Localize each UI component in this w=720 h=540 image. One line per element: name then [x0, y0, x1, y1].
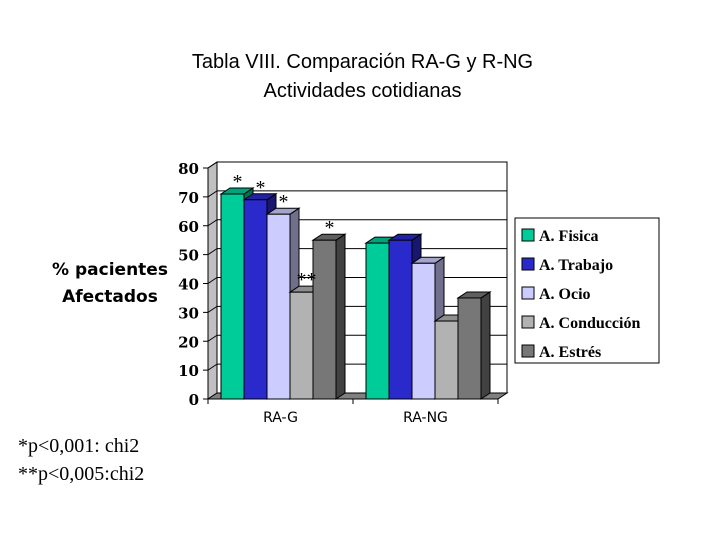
legend-label-a-trabajo: A. Trabajo: [539, 257, 613, 274]
bar-a-fisica: [221, 194, 244, 399]
bar-side-a-estr-s: [481, 292, 490, 399]
bar-a-conducci-n: [290, 292, 313, 399]
significance-marker: *: [233, 171, 243, 193]
legend-swatch-a-ocio: [522, 287, 534, 299]
bar-a-estr-s: [313, 240, 336, 399]
legend-label-a-ocio: A. Ocio: [539, 286, 591, 303]
significance-marker: *: [325, 217, 335, 239]
legend-label-a-estr-s: A. Estrés: [539, 344, 601, 361]
bar-a-conducci-n: [435, 321, 458, 399]
legend-swatch-a-fisica: [522, 229, 534, 241]
y-tick-label: 20: [178, 333, 199, 351]
footnote-significance-1: *p<0,001: chi2: [18, 435, 139, 458]
bar-a-fisica: [366, 243, 389, 399]
bar-side-a-estr-s: [336, 234, 345, 399]
y-tick-label: 10: [178, 362, 199, 380]
legend-swatch-a-trabajo: [522, 258, 534, 270]
footnote-significance-2: **p<0,005:chi2: [18, 463, 144, 486]
legend-label-a-fisica: A. Fisica: [539, 228, 599, 245]
legend-label-a-conducci-n: A. Conducción: [539, 315, 640, 332]
significance-marker: *: [279, 191, 289, 213]
y-tick-label: 0: [189, 391, 199, 409]
bar-a-estr-s: [458, 298, 481, 399]
significance-marker: *: [256, 177, 266, 199]
bar-a-trabajo: [244, 200, 267, 399]
y-tick-label: 80: [178, 160, 199, 178]
x-tick-label: RA-NG: [403, 410, 448, 426]
significance-marker: **: [297, 269, 317, 291]
y-tick-label: 70: [178, 189, 199, 207]
bar-a-ocio: [412, 263, 435, 399]
y-tick-label: 50: [178, 247, 199, 265]
bar-a-trabajo: [389, 240, 412, 399]
y-tick-label: 30: [178, 304, 199, 322]
y-tick-label: 60: [178, 218, 199, 236]
legend-swatch-a-conducci-n: [522, 316, 534, 328]
y-tick-label: 40: [178, 276, 199, 294]
x-tick-label: RA-G: [263, 410, 298, 426]
legend-swatch-a-estr-s: [522, 345, 534, 357]
bar-a-ocio: [267, 214, 290, 399]
